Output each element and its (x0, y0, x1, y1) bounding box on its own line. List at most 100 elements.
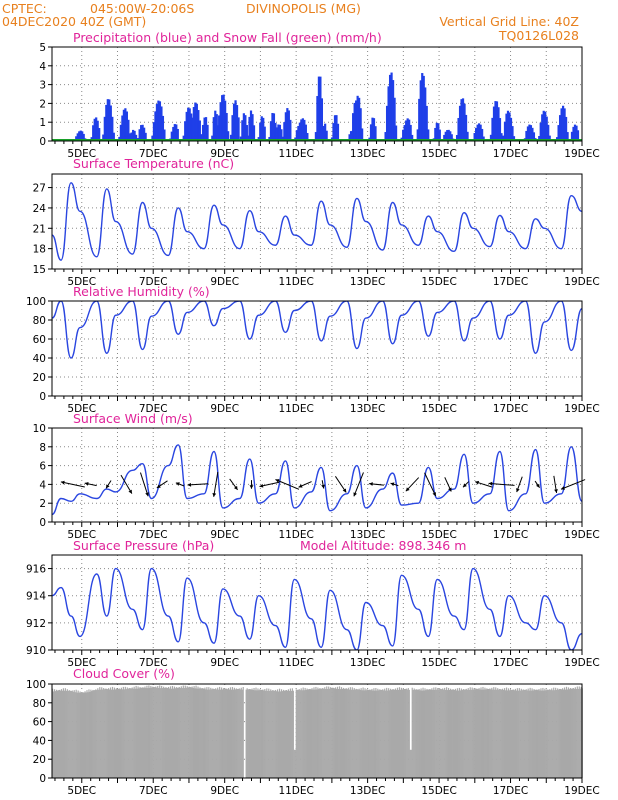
precip-bar (242, 113, 245, 141)
relative-humidity-line (52, 301, 582, 359)
cloud-bar (217, 687, 219, 778)
precip-bar (161, 115, 165, 141)
cloud-bar (528, 690, 530, 778)
precip-bar (135, 134, 138, 141)
precip-bar (545, 116, 548, 141)
wind-arrow (488, 482, 515, 486)
header-run-time: 04DEC2020 40Z (GMT) (2, 14, 146, 29)
cloud-bar (195, 685, 197, 778)
y-tick-label: 20 (33, 372, 46, 384)
precip-bar (531, 127, 534, 141)
cloud-bar (327, 688, 329, 778)
cloud-bar (163, 686, 165, 778)
cloud-bar (155, 686, 157, 778)
cloud-bar (549, 689, 551, 778)
cloud-bar (193, 686, 195, 778)
precip-bar (189, 134, 192, 141)
cloud-bar (261, 689, 263, 778)
cloud-bar (480, 687, 482, 778)
cloud-bar (303, 690, 305, 778)
cloud-bar (436, 689, 438, 778)
cloud-bar (575, 688, 577, 778)
cloud-bar (444, 687, 446, 778)
cloud-bar (153, 687, 155, 778)
cloud-bar (403, 688, 405, 778)
y-tick-label: 80 (33, 698, 46, 710)
cloud-bar (120, 687, 122, 778)
cloud-bar (465, 688, 467, 778)
cloud-bar (213, 688, 215, 778)
cloud-bar (254, 690, 256, 778)
cloud-bar (321, 688, 323, 778)
precip-bar (444, 131, 447, 141)
cloud-bar (125, 689, 127, 778)
precip-bar (109, 105, 112, 141)
precip-bar (206, 124, 209, 141)
cloud-bar (515, 690, 517, 778)
cloud-bar (499, 688, 501, 778)
cloud-bar (487, 688, 489, 778)
cloud-bar (334, 688, 336, 778)
cloud-bar (132, 688, 134, 778)
precip-bar (263, 126, 266, 141)
y-tick-label: 27 (33, 183, 46, 195)
cloud-bar (150, 686, 152, 778)
cloud-bar (168, 688, 171, 778)
cloud-bar (52, 688, 54, 778)
cloud-bar (103, 688, 105, 778)
cloud-bar (139, 687, 141, 778)
y-tick-label: 8 (39, 442, 46, 454)
cloud-bar (198, 688, 200, 778)
cloud-bar (346, 689, 348, 778)
cloud-bar (354, 689, 356, 778)
cloud-bar (388, 688, 390, 778)
cloud-bar (260, 689, 262, 778)
precip-bar (388, 74, 392, 141)
precip-bar (105, 104, 108, 141)
cloud-bar (556, 689, 558, 778)
precip-bar (204, 117, 208, 141)
precip-bar (170, 131, 173, 141)
y-tick-label: 0 (39, 773, 46, 785)
cloud-bar (540, 688, 542, 778)
cloud-bar (227, 688, 230, 778)
precip-bar (479, 124, 482, 141)
precip-bar (369, 124, 373, 141)
cloud-bar (130, 688, 132, 778)
cloud-bar (377, 688, 379, 778)
cloud-bar (423, 690, 425, 778)
cloud-bar (221, 687, 223, 778)
y-tick-label: 2 (39, 98, 46, 110)
cloud-bar (105, 688, 107, 778)
y-tick-label: 4 (39, 479, 46, 491)
precip-bar (464, 114, 468, 141)
precip-bar (409, 124, 412, 141)
cloud-bar (273, 690, 275, 778)
cloud-bar (504, 690, 507, 778)
cloud-bar (238, 688, 240, 778)
cloud-bar (241, 689, 243, 778)
cloud-bar (166, 688, 169, 778)
cloud-bar (424, 688, 426, 778)
cloud-bar (442, 688, 444, 778)
cloud-bar (167, 686, 170, 778)
cloud-bar (124, 686, 126, 778)
cloud-bar (54, 691, 57, 778)
cloud-bar (290, 690, 292, 778)
precip-bar (198, 120, 201, 141)
cloud-bar (356, 689, 358, 778)
cloud-bar (341, 688, 344, 778)
wind-arrow (139, 472, 149, 497)
cloud-bar (319, 688, 321, 778)
surface-pressure-title: Surface Pressure (hPa) (73, 538, 214, 553)
cloud-bar (501, 689, 503, 778)
cloud-bar (97, 688, 99, 778)
precip-bar (103, 116, 106, 141)
cloud-bar (434, 689, 436, 778)
precip-bar (225, 112, 228, 141)
precip-bar (241, 120, 244, 141)
precip-bar (95, 117, 98, 141)
cloud-bar (521, 690, 523, 778)
cloud-bar (554, 690, 556, 778)
surface-pressure-frame (51, 554, 583, 651)
